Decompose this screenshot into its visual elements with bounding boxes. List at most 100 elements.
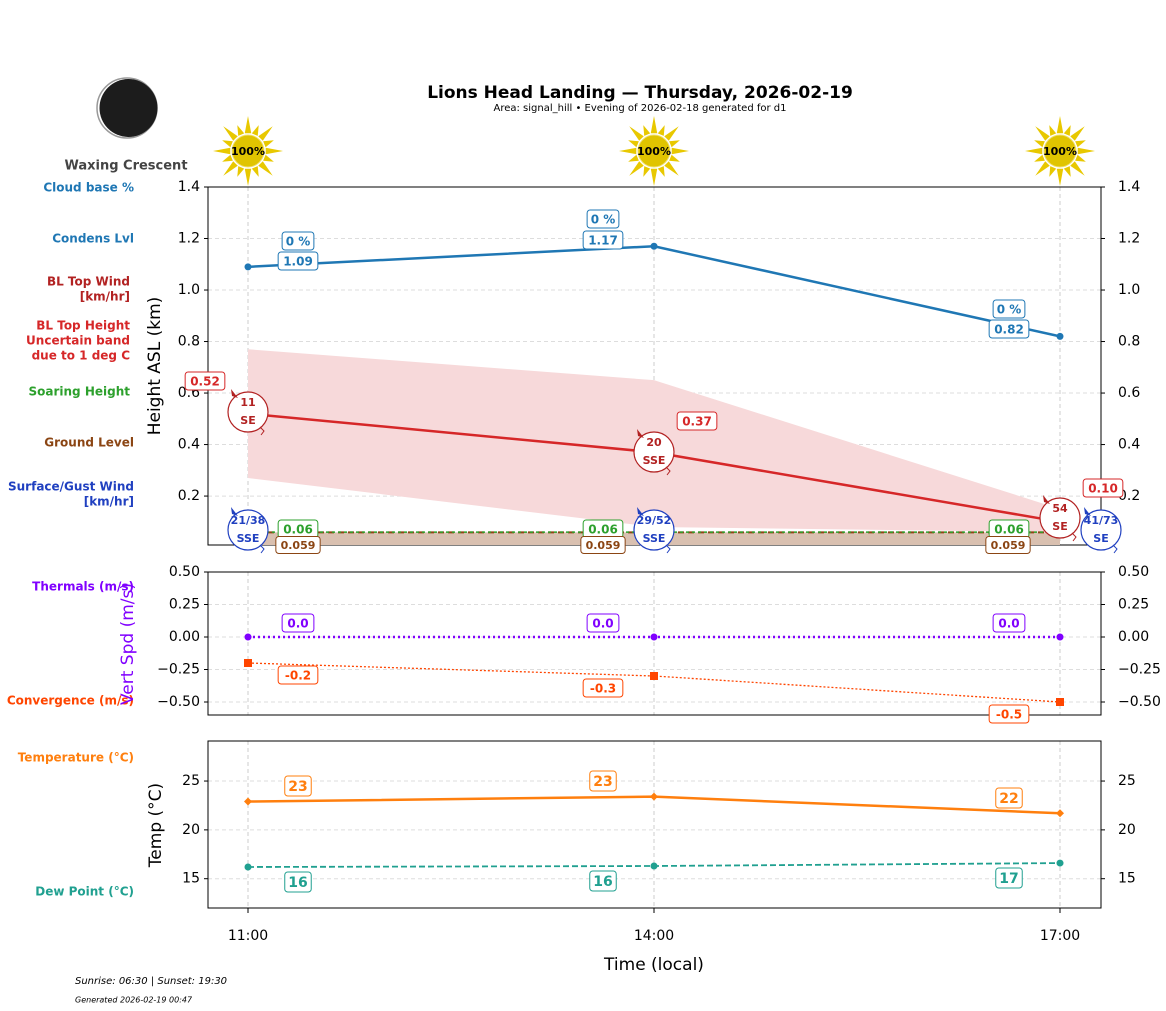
convergence-point	[244, 659, 252, 667]
condens-point	[244, 263, 252, 271]
thermals-value-label-box	[586, 613, 620, 633]
vertical-speed-panel-ytick-label-right: 0.00	[1118, 629, 1149, 645]
sun-ray	[669, 154, 680, 162]
sun-ray	[265, 147, 283, 155]
thermals-point	[244, 633, 252, 641]
cloud-base-pct-label-box	[586, 209, 620, 229]
height-panel-ytick-label: 0.4	[178, 437, 200, 453]
condens-value-label-box	[582, 230, 624, 250]
bl-wind-circle	[633, 431, 675, 473]
surface-wind-circle	[1080, 509, 1122, 551]
sun-ray	[650, 168, 658, 186]
height-panel-ytick-label-right: 1.4	[1118, 179, 1140, 195]
surface-wind-direction: SE	[1093, 532, 1108, 545]
sun-disc	[231, 134, 265, 168]
surface-wind-tail-icon	[259, 544, 265, 554]
temperature-point	[244, 797, 252, 806]
height-panel-ytick-label-right: 1.0	[1118, 282, 1140, 298]
dewpoint-value-label: 17	[999, 871, 1018, 887]
temperature-axis-label: Temp (°C)	[146, 783, 166, 868]
vertical-speed-panel-ytick-label: −0.25	[157, 662, 200, 678]
surface-wind-direction: SSE	[643, 532, 666, 545]
condens-point	[650, 242, 658, 250]
sun-percent-label: 100%	[1043, 145, 1077, 158]
sun-ray	[671, 147, 689, 155]
convergence-value-label-box	[277, 665, 319, 685]
bl-wind-speed: 11	[240, 396, 255, 409]
convergence-label: Convergence (m/s)	[7, 694, 134, 708]
moon-phase-label: Waxing Crescent	[64, 159, 187, 174]
sun-icon	[213, 116, 283, 186]
height-panel-ytick-label: 0.8	[178, 334, 200, 350]
bl-wind-direction: SE	[240, 414, 255, 427]
sun-ray	[664, 161, 679, 176]
temperature-value-label-box	[284, 775, 312, 797]
sun-ray	[628, 140, 639, 148]
sun-ray	[619, 147, 637, 155]
surface-wind-tail-icon	[1112, 544, 1118, 554]
dewpoint-value-label: 16	[288, 875, 307, 891]
height-panel-ytick-label-right: 0.8	[1118, 334, 1140, 350]
convergence-value-label: -0.5	[996, 708, 1022, 722]
vertical-speed-panel-ytick-label-right: 0.25	[1118, 597, 1149, 613]
condens-value-label: 1.09	[283, 255, 313, 269]
moon-icon	[99, 79, 158, 137]
bl-top-value-label-box	[1082, 478, 1124, 498]
bl-wind-speed: 54	[1052, 502, 1068, 515]
cloud-base-pct-label: 0 %	[997, 303, 1022, 317]
thermals-value-label-box	[992, 613, 1026, 633]
ground-value-label-box	[275, 536, 321, 554]
convergence-value-label: -0.3	[590, 682, 616, 696]
sun-disc	[637, 134, 671, 168]
surface-wind-arrow-icon	[1084, 507, 1091, 516]
bl-wind-speed: 20	[646, 436, 662, 449]
sun-ray	[1056, 116, 1064, 134]
sun-times: Sunrise: 06:30 | Sunset: 19:30	[75, 976, 227, 987]
dewpoint-value-label-box	[995, 867, 1023, 889]
surface-wind-circle	[227, 509, 269, 551]
vertical-speed-axis-label: Vert Spd (m/s)	[118, 583, 138, 705]
sun-ray	[1070, 126, 1085, 141]
sun-ray	[657, 125, 665, 136]
sun-percent-label: 100%	[231, 145, 265, 158]
sun-ray	[244, 168, 252, 186]
convergence-value-label-box	[582, 678, 624, 698]
dewpoint-point	[244, 863, 252, 871]
sun-ray	[1034, 140, 1045, 148]
bl-top-label-3: due to 1 deg C	[32, 349, 131, 363]
height-panel-ytick-label-right: 0.6	[1118, 385, 1140, 401]
sun-ray	[650, 116, 658, 134]
sun-ray	[244, 116, 252, 134]
sun-ray	[222, 140, 233, 148]
bl-wind-label-1: BL Top Wind	[47, 275, 130, 289]
temperature-value-label: 22	[999, 791, 1018, 807]
height-axis-label: Height ASL (km)	[145, 297, 165, 436]
cloud-base-pct-label-box	[992, 299, 1026, 319]
thermals-value-label-box	[281, 613, 315, 633]
surface-wind-arrow-icon	[637, 507, 644, 516]
thermals-label: Thermals (m/s)	[32, 580, 134, 594]
temperature-panel-ytick-label-right: 20	[1118, 822, 1136, 838]
sun-ray	[1035, 161, 1050, 176]
ground-value-label-box	[580, 536, 626, 554]
sun-ray	[1025, 147, 1043, 155]
vertical-speed-panel-ytick-label: −0.50	[157, 694, 200, 710]
bl-top-value-label: 0.52	[190, 375, 220, 389]
dewpoint-point	[650, 862, 658, 870]
sun-ray	[1075, 140, 1086, 148]
height-panel-ytick-label: 1.0	[178, 282, 200, 298]
surface-wind-label-1: Surface/Gust Wind	[8, 480, 134, 494]
vertical-speed-panel-ytick-label-right: 0.50	[1118, 564, 1149, 580]
bl-wind-label-2: [km/hr]	[80, 290, 130, 304]
sun-icon	[619, 116, 689, 186]
thermals-value-label: 0.0	[592, 617, 613, 631]
sun-ray	[237, 125, 245, 136]
temperature-value-label-box	[589, 770, 617, 792]
sun-ray	[664, 126, 679, 141]
sun-percent-label: 100%	[637, 145, 671, 158]
bl-top-value-label: 0.37	[682, 415, 712, 429]
temperature-panel-ytick-label-right: 25	[1118, 773, 1136, 789]
height-panel-ytick-label-right: 1.2	[1118, 231, 1140, 247]
dewpoint-label: Dew Point (°C)	[35, 885, 134, 899]
